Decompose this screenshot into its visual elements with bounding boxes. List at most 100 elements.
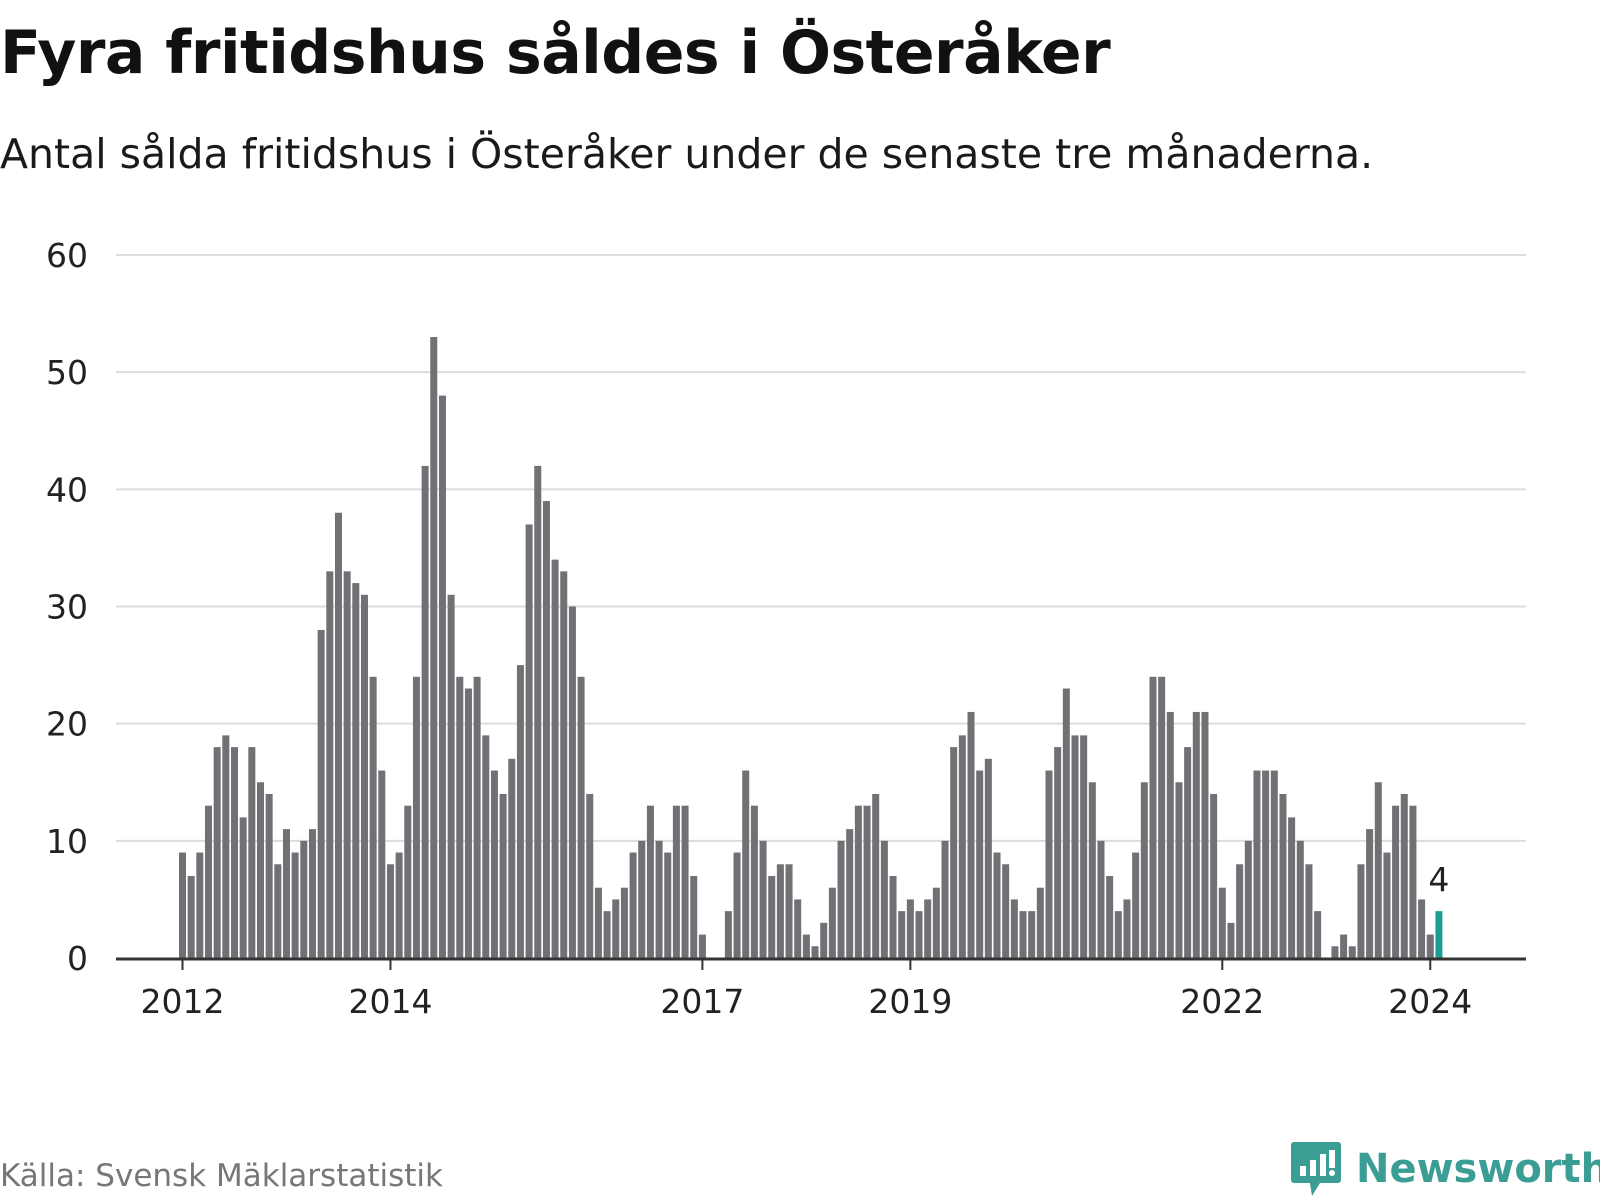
bar [1106, 875, 1114, 958]
bar [317, 629, 325, 958]
bar [291, 852, 299, 958]
bar [1409, 805, 1417, 958]
bar [646, 805, 654, 958]
bar [1400, 793, 1408, 958]
bar [932, 887, 940, 958]
bar [239, 817, 247, 958]
bars [179, 337, 1443, 959]
bar [343, 571, 351, 958]
bar [430, 337, 438, 958]
x-tick-label: 2022 [1180, 982, 1264, 1021]
bar [1331, 946, 1339, 958]
bar [300, 840, 308, 958]
bar [499, 793, 507, 958]
chart-title: Fyra fritidshus såldes i Österåker [0, 18, 1111, 88]
x-axis-ticks: 2012 2014 2017 2019 2022 2024 [141, 959, 1472, 1021]
bar [1426, 934, 1434, 958]
y-axis-ticks: 0 10 20 30 40 50 60 [46, 236, 88, 978]
bar [1149, 676, 1157, 958]
bar [464, 688, 472, 958]
bar [1010, 899, 1018, 958]
bar [1435, 911, 1443, 958]
x-tick-label: 2024 [1388, 982, 1472, 1021]
bar [187, 875, 195, 958]
bar [594, 887, 602, 958]
x-tick-label: 2014 [348, 982, 432, 1021]
bar [681, 805, 689, 958]
bar [967, 711, 975, 958]
bar [360, 594, 368, 958]
bar [1340, 934, 1348, 958]
bar [889, 875, 897, 958]
bar [750, 805, 758, 958]
bar-chart: 0 10 20 30 40 50 60 2012 2014 2017 2019 2022 2024 4 [46, 236, 1526, 1021]
bar [794, 899, 802, 958]
bar [404, 805, 412, 958]
bar [551, 559, 559, 958]
bar [802, 934, 810, 958]
bar [542, 501, 550, 958]
bar [854, 805, 862, 958]
bar [1080, 735, 1088, 958]
bar [421, 465, 429, 958]
bar [776, 864, 784, 958]
bar [534, 465, 542, 958]
bar [759, 840, 767, 958]
bar [222, 735, 230, 958]
y-tick-label: 40 [46, 470, 88, 509]
bar [958, 735, 966, 958]
bar [1123, 899, 1131, 958]
bar [1348, 946, 1356, 958]
bar [1140, 782, 1148, 958]
bar [1366, 829, 1374, 958]
bar [326, 571, 334, 958]
bar [352, 583, 360, 958]
bar [1201, 711, 1209, 958]
y-tick-label: 30 [46, 588, 88, 627]
bar [1253, 770, 1261, 958]
bar [1132, 852, 1140, 958]
bar [915, 911, 923, 958]
bar [369, 676, 377, 958]
bar [742, 770, 750, 958]
bar [984, 758, 992, 958]
bar [525, 524, 533, 958]
brand-name: Newsworthy [1356, 1146, 1600, 1192]
bar [274, 864, 282, 958]
bar [846, 829, 854, 958]
y-tick-label: 50 [46, 353, 88, 392]
bar [664, 852, 672, 958]
bar [690, 875, 698, 958]
bar [1227, 922, 1235, 958]
bar [863, 805, 871, 958]
bar [308, 829, 316, 958]
bar [612, 899, 620, 958]
bar [1314, 911, 1322, 958]
bar [1270, 770, 1278, 958]
bar [1288, 817, 1296, 958]
bar [1088, 782, 1096, 958]
bar [1175, 782, 1183, 958]
x-tick-label: 2017 [660, 982, 744, 1021]
bar [820, 922, 828, 958]
y-tick-label: 20 [46, 705, 88, 744]
y-tick-label: 0 [67, 939, 88, 978]
bar [1028, 911, 1036, 958]
bar [1002, 864, 1010, 958]
y-tick-label: 10 [46, 822, 88, 861]
bar [1383, 852, 1391, 958]
bar [265, 793, 273, 958]
bar [248, 747, 256, 958]
bar [768, 875, 776, 958]
bar [1158, 676, 1166, 958]
bar [1192, 711, 1200, 958]
bar [1218, 887, 1226, 958]
bar [811, 946, 819, 958]
bar [941, 840, 949, 958]
bar [386, 864, 394, 958]
chart-subtitle: Antal sålda fritidshus i Österåker under… [0, 130, 1374, 178]
bar [412, 676, 420, 958]
bar [924, 899, 932, 958]
bar [828, 887, 836, 958]
bar [976, 770, 984, 958]
